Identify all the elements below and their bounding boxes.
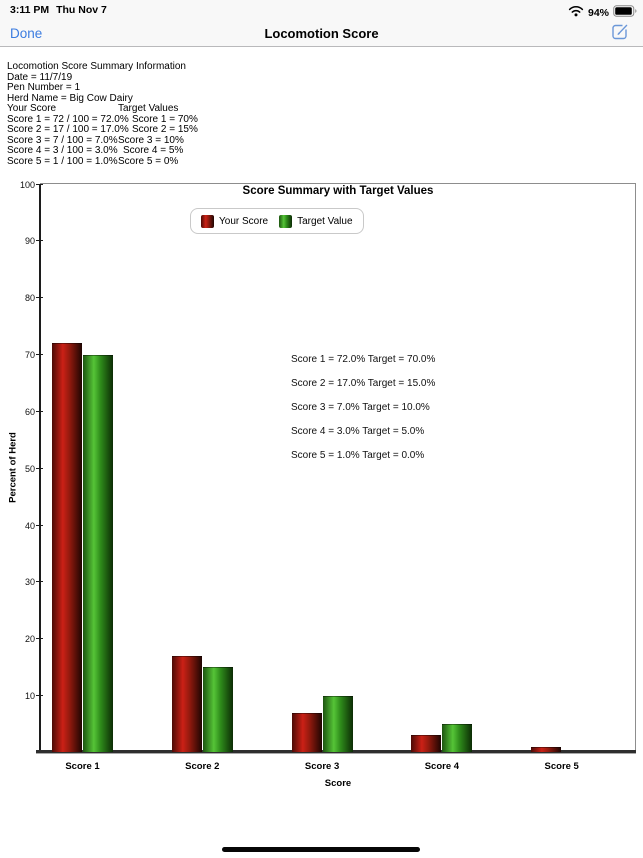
y-tick-mark	[36, 467, 43, 469]
x-tick-label: Score 2	[185, 761, 220, 772]
summary-target-value: Score 1 = 70%	[132, 113, 198, 125]
navbar-separator	[0, 46, 643, 47]
legend-label-target-value: Target Value	[297, 215, 353, 227]
y-tick-mark	[36, 354, 43, 356]
y-tick-mark	[36, 183, 43, 185]
summary-target-value: Score 4 = 5%	[123, 145, 184, 156]
status-date: Thu Nov 7	[56, 4, 107, 16]
compose-button[interactable]	[609, 21, 631, 43]
summary-score-row: Score 2 = 17 / 100 = 17.0% Score 2 = 15%	[7, 124, 198, 136]
your-score-bar-score-4	[411, 735, 442, 753]
chart-annotation: Score 1 = 72.0% Target = 70.0%	[291, 353, 436, 365]
your-score-bar-score-2	[171, 655, 202, 753]
x-tick-label: Score 3	[304, 761, 340, 772]
y-tick-label: 70	[24, 350, 35, 361]
summary-your-score: Your Score	[7, 103, 57, 114]
summary-target-value: Score 3 = 10%	[118, 134, 184, 146]
battery-icon	[613, 4, 637, 22]
chart-frame-top	[40, 183, 636, 184]
summary-target-value: Score 5 = 0%	[118, 155, 179, 167]
summary-score-row: Score 5 = 1 / 100 = 1.0%Score 5 = 0%	[7, 155, 198, 168]
status-right-cluster: 94%	[568, 4, 637, 22]
y-tick-label: 80	[24, 293, 35, 304]
your-score-bar-score-1	[52, 343, 82, 753]
top-bar: 3:11 PM Thu Nov 7 94% Done Locomotion Sco…	[0, 0, 643, 47]
battery-percent-label: 94%	[587, 7, 609, 19]
summary-your-score: Score 2 = 17 / 100 = 17.0%	[7, 124, 129, 135]
y-tick-mark	[36, 297, 43, 299]
summary-line: Date = 11/7/19	[7, 71, 73, 83]
summary-score-row: Score 4 = 3 / 100 = 3.0% Score 4 = 5%	[7, 145, 198, 157]
y-tick-mark	[36, 240, 43, 242]
your-score-swatch	[201, 214, 214, 228]
target-value-bar-score-2	[202, 667, 233, 753]
legend-item-target-value: Target Value	[279, 214, 353, 228]
legend-item-your-score: Your Score	[201, 214, 269, 228]
chart-frame-right	[635, 183, 636, 752]
y-tick-mark	[36, 638, 43, 640]
summary-your-score: Score 1 = 72 / 100 = 72.0%	[7, 113, 129, 125]
summary-score-row: Score 3 = 7 / 100 = 7.0%Score 3 = 10%	[7, 134, 198, 147]
target-value-bar-score-1	[83, 354, 113, 753]
y-tick-mark	[36, 524, 43, 526]
y-tick-label: 10	[24, 691, 35, 702]
y-tick-mark	[36, 410, 43, 412]
y-tick-label: 20	[24, 634, 35, 645]
summary-score-row: Score 1 = 72 / 100 = 72.0% Score 1 = 70%	[7, 113, 198, 126]
summary-line: Pen Number = 1	[7, 82, 81, 93]
page-title: Locomotion Score	[264, 26, 379, 41]
your-score-bar-score-5	[531, 746, 562, 753]
x-tick-label: Score 5	[544, 761, 579, 772]
chart-annotation: Score 3 = 7.0% Target = 10.0%	[291, 401, 430, 413]
status-time-date: 3:11 PM Thu Nov 7	[10, 4, 107, 16]
target-value-bar-score-3	[322, 695, 353, 753]
your-score-bar-score-3	[291, 712, 322, 753]
y-tick-label: 90	[24, 236, 35, 247]
summary-text-block: Locomotion Score Summary Information Date…	[7, 61, 198, 168]
y-tick-label: 30	[24, 577, 35, 588]
summary-your-score: Score 3 = 7 / 100 = 7.0%	[7, 134, 118, 146]
summary-line: Herd Name = Big Cow Dairy	[7, 92, 133, 104]
chart-title: Score Summary with Target Values	[242, 185, 434, 197]
y-tick-mark	[36, 581, 43, 583]
target-value-swatch	[279, 214, 293, 228]
y-tick-label: 100	[19, 179, 35, 190]
summary-target-value: Score 2 = 15%	[132, 124, 198, 135]
y-tick-label: 50	[24, 463, 35, 474]
chart-annotation: Score 2 = 17.0% Target = 15.0%	[291, 377, 436, 389]
done-button[interactable]: Done	[10, 26, 43, 41]
y-tick-label: 60	[24, 406, 35, 417]
x-tick-label: Score 4	[424, 761, 460, 772]
chart-annotation: Score 5 = 1.0% Target = 0.0%	[291, 450, 425, 462]
x-tick-label: Score 1	[65, 761, 100, 772]
summary-your-score: Score 5 = 1 / 100 = 1.0%	[7, 155, 118, 167]
legend-label-your-score: Your Score	[219, 215, 269, 227]
wifi-icon	[568, 4, 584, 22]
chart-annotation: Score 4 = 3.0% Target = 5.0%	[291, 426, 425, 438]
chart-legend: Your Score Target Value	[190, 208, 364, 234]
summary-target-value: Target Values	[118, 103, 179, 114]
summary-your-score: Score 4 = 3 / 100 = 3.0%	[7, 145, 118, 156]
summary-column-headers: Your Score Target Values	[7, 103, 198, 115]
home-indicator[interactable]	[222, 847, 420, 852]
target-value-bar-score-4	[442, 724, 473, 753]
y-tick-mark	[36, 695, 43, 697]
status-time: 3:11 PM	[10, 4, 50, 16]
y-tick-label: 40	[24, 520, 35, 531]
x-axis-title: Score	[324, 778, 352, 789]
summary-line: Locomotion Score Summary Information	[7, 61, 186, 72]
